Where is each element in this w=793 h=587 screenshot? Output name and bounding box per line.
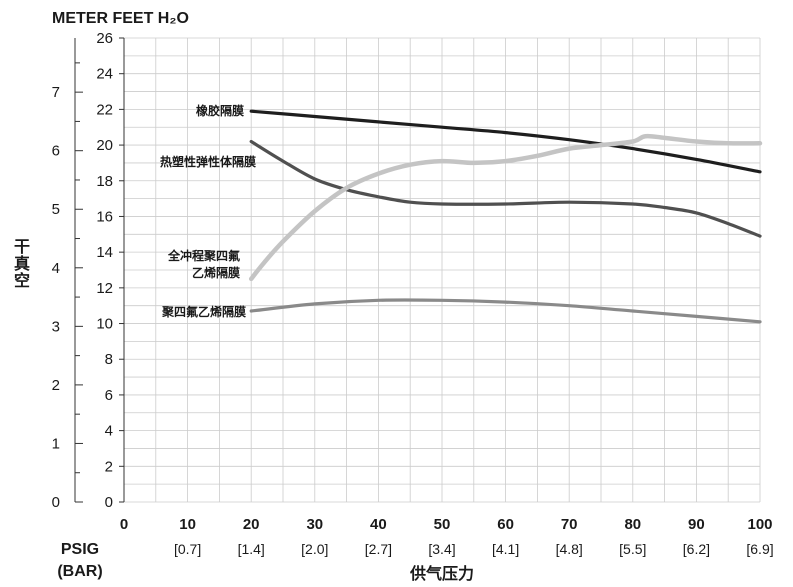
feet-tick-label: 10 — [96, 316, 113, 333]
bar-tick-label: [2.7] — [365, 541, 392, 557]
bar-tick-label: [3.4] — [428, 541, 455, 557]
feet-tick-label: 26 — [96, 30, 113, 47]
bar-tick-label: [6.9] — [746, 541, 773, 557]
label-rubber: 橡胶隔膜 — [196, 103, 244, 118]
psig-tick-label: 90 — [688, 516, 705, 533]
meter-tick-label: 6 — [52, 143, 60, 160]
bar-tick-label: [2.0] — [301, 541, 328, 557]
bar-tick-label: [4.1] — [492, 541, 519, 557]
bar-tick-label: [4.8] — [556, 541, 583, 557]
feet-tick-label: 16 — [96, 208, 113, 225]
feet-tick-label: 24 — [96, 66, 113, 83]
meter-tick-label: 7 — [52, 84, 60, 101]
feet-tick-label: 20 — [96, 137, 113, 154]
grid — [123, 37, 761, 503]
psig-tick-label: 10 — [179, 516, 196, 533]
meter-tick-label: 0 — [52, 494, 60, 511]
series-line — [249, 139, 762, 238]
psig-tick-label: 60 — [497, 516, 514, 533]
series-layer — [248, 109, 763, 324]
bar-tick-label: [1.4] — [238, 541, 265, 557]
feet-tick-label: 12 — [96, 280, 113, 297]
psig-tick-label: 50 — [434, 516, 451, 533]
feet-tick-label: 2 — [105, 458, 113, 475]
meter-tick-label: 4 — [52, 260, 60, 277]
psig-tick-label: 30 — [306, 516, 323, 533]
meter-tick-label: 1 — [52, 435, 60, 452]
label-full-stroke-ptfe: 全冲程聚四氟乙烯隔膜 — [167, 248, 240, 280]
bar-tick-label: [0.7] — [174, 541, 201, 557]
feet-tick-label: 0 — [105, 494, 113, 511]
feet-tick-label: 8 — [105, 351, 113, 368]
y-axis-title: 干真空 — [14, 239, 30, 290]
feet-tick-label: 4 — [105, 423, 113, 440]
series-line — [248, 133, 763, 282]
feet-tick-label: 22 — [96, 101, 113, 118]
meter-tick-label: 3 — [52, 318, 60, 335]
psig-tick-label: 0 — [120, 516, 128, 533]
x-unit-psig: PSIG — [61, 541, 99, 558]
feet-tick-label: 6 — [105, 387, 113, 404]
feet-tick-label: 18 — [96, 173, 113, 190]
bar-tick-label: [5.5] — [619, 541, 646, 557]
psig-tick-label: 100 — [747, 516, 772, 533]
label-ptfe: 聚四氟乙烯隔膜 — [161, 304, 246, 319]
psig-tick-label: 20 — [243, 516, 260, 533]
x-axis-title: 供气压力 — [409, 564, 474, 583]
series-line — [249, 298, 762, 324]
meter-tick-label: 2 — [52, 377, 60, 394]
psig-tick-label: 80 — [624, 516, 641, 533]
psig-tick-label: 70 — [561, 516, 578, 533]
chart-title: METER FEET H₂O — [52, 10, 189, 27]
bar-tick-label: [6.2] — [683, 541, 710, 557]
label-tpe: 热塑性弹性体隔膜 — [160, 154, 256, 169]
meter-tick-label: 5 — [52, 201, 60, 218]
labels: METER FEET H₂O PSIG (BAR) 供气压力 干真空 橡胶隔膜热塑性弹性体… — [14, 10, 474, 583]
x-unit-bar: (BAR) — [57, 563, 102, 580]
feet-tick-label: 14 — [96, 244, 113, 261]
psig-tick-label: 40 — [370, 516, 387, 533]
series-line — [249, 109, 762, 174]
